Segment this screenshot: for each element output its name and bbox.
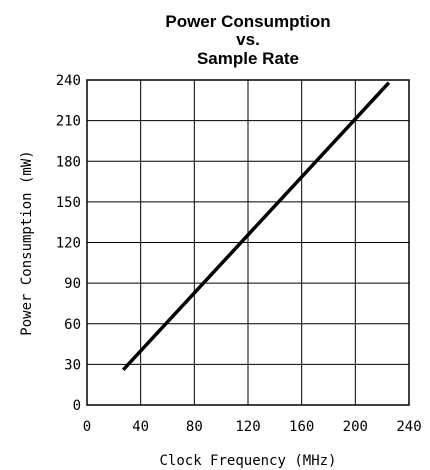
y-tick-label: 120: [56, 236, 81, 252]
y-tick-label: 240: [56, 73, 81, 89]
series-line: [121, 81, 391, 371]
chart-title-line-3: Sample Rate: [197, 49, 299, 68]
y-tick-label: 90: [64, 276, 81, 292]
y-tick-label: 30: [64, 357, 81, 373]
y-tick-label: 0: [73, 398, 81, 414]
x-tick-label: 200: [343, 419, 368, 435]
x-tick-label: 80: [186, 419, 203, 435]
x-tick-label: 40: [132, 419, 149, 435]
y-tick-label: 210: [56, 114, 81, 130]
x-tick-label: 120: [235, 419, 260, 435]
y-tick-label: 150: [56, 195, 81, 211]
y-tick-label: 60: [64, 317, 81, 333]
y-axis-label: Power Consumption (mW): [19, 150, 35, 335]
x-axis-label: Clock Frequency (MHz): [159, 453, 336, 469]
x-tick-label: 160: [289, 419, 314, 435]
y-axis-ticks: 0 30 60 90 120 150 180 210 240: [56, 73, 81, 414]
x-axis-ticks: 0 40 80 120 160 200 240: [83, 419, 422, 435]
chart-title-line-1: Power Consumption: [165, 12, 330, 31]
x-tick-label: 240: [396, 419, 421, 435]
x-tick-label: 0: [83, 419, 91, 435]
series-layer: [121, 81, 391, 371]
grid: [86, 79, 410, 406]
plot-area-frame: [86, 79, 410, 406]
y-tick-label: 180: [56, 154, 81, 170]
chart-title-line-2: vs.: [236, 30, 260, 49]
